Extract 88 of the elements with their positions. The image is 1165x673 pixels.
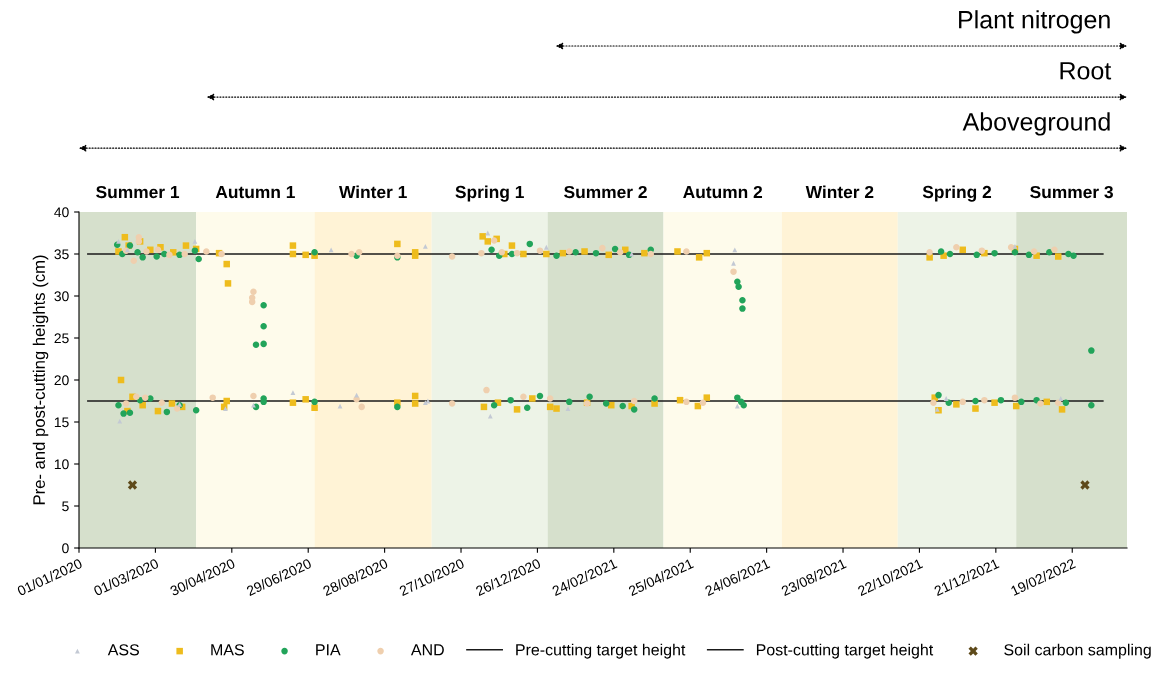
point [158,399,166,406]
legend-label: Pre-cutting target height [516,643,686,659]
y-tick-label: 35 [54,249,69,260]
point [565,406,571,411]
point [348,250,355,258]
y-tick-label: 0 [62,543,69,554]
point [117,418,123,424]
point [683,398,690,406]
band-label: Winter 2 [805,185,874,199]
legend-label: AND [410,644,444,656]
point [173,405,181,412]
text: Plant nitrogen [959,10,1110,34]
band-label: Autumn 2 [683,185,763,199]
point [181,250,188,258]
point [1007,244,1015,251]
point [647,250,655,258]
y-tick-label: 15 [54,417,69,428]
point [250,288,257,296]
y-tick-label: 5 [62,501,69,512]
point [926,249,933,256]
point [1037,400,1044,407]
y-tick-label: 30 [54,291,69,302]
point [543,244,549,250]
y-tick-label: 40 [54,207,69,218]
point [536,247,544,254]
text: Aboveground [962,112,1110,136]
point [422,244,428,249]
point [699,399,707,406]
point [141,394,149,401]
point [566,248,573,255]
legend-label: PIA [316,644,341,656]
point [731,260,736,266]
point [143,248,150,255]
point [203,248,210,255]
point [930,399,937,406]
point [981,396,988,404]
point [599,244,606,252]
point [959,398,966,406]
point [251,402,256,408]
point [166,251,173,259]
point [546,395,554,402]
band-label: Summer 1 [96,185,180,199]
point [487,413,493,419]
point [953,244,960,251]
point [290,390,296,396]
point [683,248,690,255]
point [250,392,257,400]
point [209,394,216,401]
point [1030,248,1038,255]
legend-label: ASS [107,644,139,656]
point [122,400,130,407]
point [1058,396,1064,401]
point [130,257,138,264]
band-label: Autumn 1 [215,186,295,199]
point [358,403,365,411]
band-label: Summer 2 [564,185,647,199]
point [616,249,624,256]
band-label: Winter 1 [339,185,407,199]
point [730,268,737,275]
y-tick-label: 20 [54,375,69,386]
y-tick-label: 10 [54,459,69,470]
point [1012,244,1018,249]
point [943,396,949,401]
point [630,397,638,405]
point [448,253,456,260]
point [1051,246,1058,254]
point [116,238,121,244]
legend-label: Soil carbon sampling [1004,643,1151,659]
band-label: Spring 1 [455,185,524,202]
y-tick-label: 25 [54,333,69,344]
text: Root [1060,62,1112,80]
point [192,238,198,244]
point [1080,480,1090,490]
point [513,249,521,257]
y-axis-title: Pre- and post-cutting heights (cm) [32,255,49,505]
point [478,249,485,257]
legend-label: Post-cutting target height [756,643,934,659]
point [520,393,527,401]
point [448,400,456,407]
point [354,392,359,398]
point [133,393,140,401]
band-label: Summer 3 [1030,185,1113,199]
legend-label: MAS [211,644,244,656]
band-label: Spring 2 [922,185,992,202]
point [248,298,256,306]
point [1011,394,1019,401]
point [483,386,490,394]
point [1054,399,1062,406]
